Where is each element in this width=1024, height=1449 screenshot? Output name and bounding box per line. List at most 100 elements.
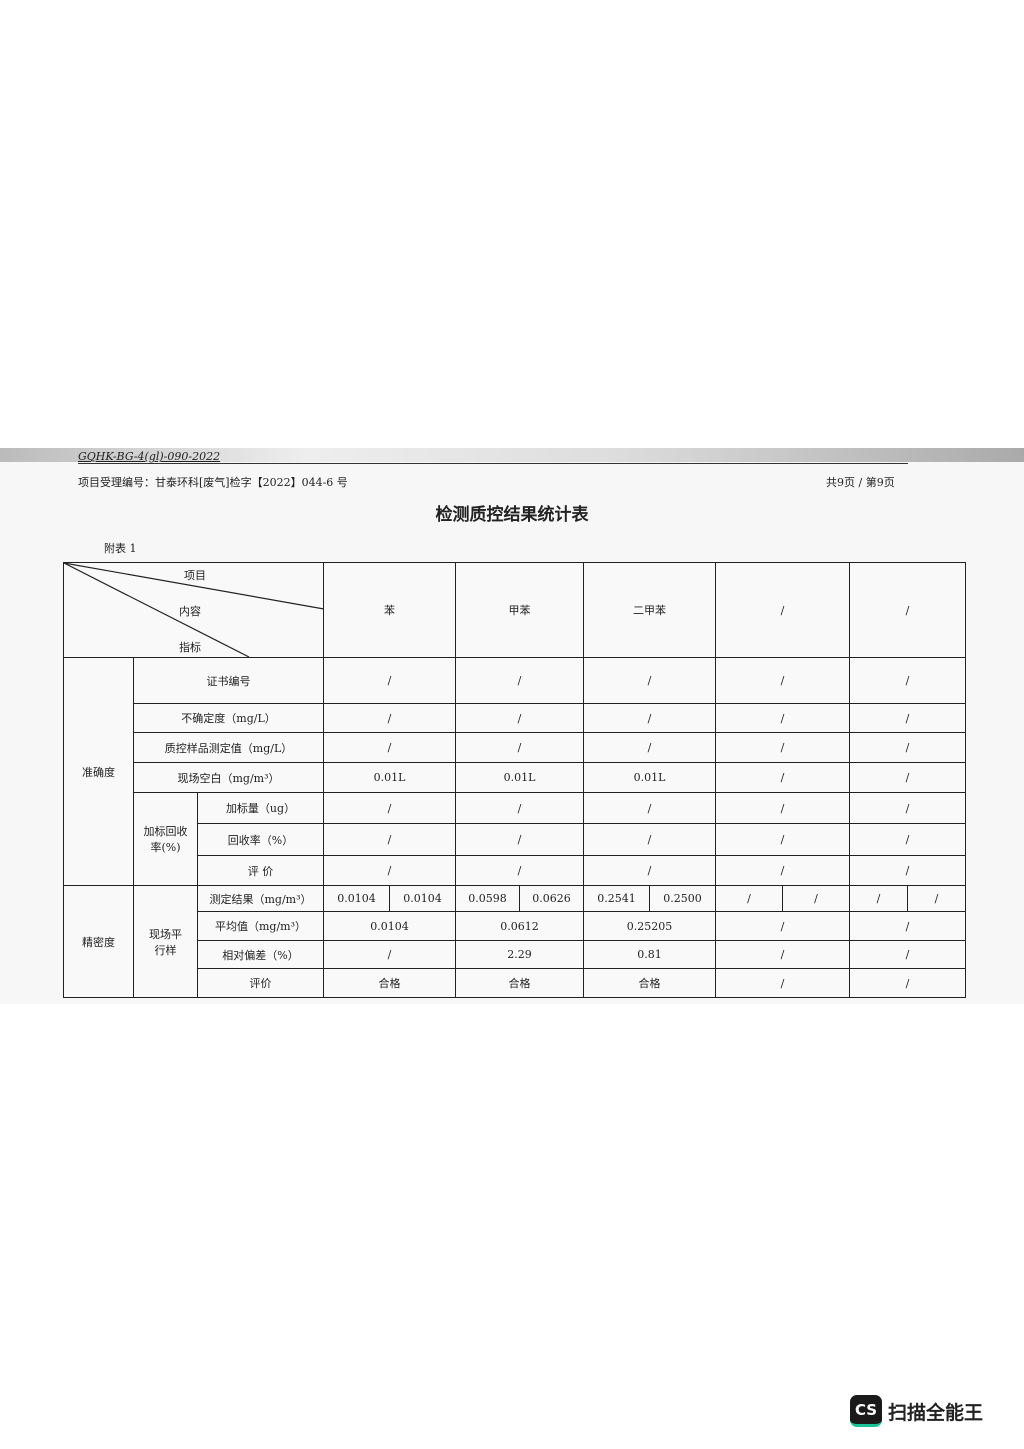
cell: 0.2500 bbox=[649, 885, 717, 912]
group-spike: 加标回收率(%) bbox=[133, 792, 198, 886]
qc-table: 项目 内容 指标 苯 甲苯 二甲苯 / / 准确度 证书编号 / / / / /… bbox=[62, 562, 967, 998]
cell: / bbox=[715, 732, 851, 763]
cell: 2.29 bbox=[455, 940, 585, 969]
cell: / bbox=[715, 885, 784, 912]
header-content: 内容 bbox=[179, 605, 201, 618]
cell: 合格 bbox=[455, 968, 585, 998]
header-row: 项目 内容 指标 苯 甲苯 二甲苯 / / bbox=[62, 562, 967, 658]
page-count: 共9页 / 第9页 bbox=[826, 476, 895, 489]
row-label: 相对偏差（%） bbox=[196, 940, 325, 969]
cell: / bbox=[583, 732, 717, 763]
camscanner-logo-icon: CS bbox=[850, 1395, 882, 1427]
table-row: 精密度 现场平行样 测定结果（mg/m³） 0.0104 0.0104 0.05… bbox=[63, 885, 967, 998]
page-title: 检测质控结果统计表 bbox=[435, 505, 589, 525]
cell: 0.0104 bbox=[323, 885, 391, 912]
column-header: 甲苯 bbox=[455, 562, 585, 658]
table-row: 回收率（%） / / / / / bbox=[64, 823, 967, 856]
cell: / bbox=[849, 792, 967, 824]
row-label: 不确定度（mg/L） bbox=[132, 703, 325, 733]
cell: / bbox=[715, 911, 851, 941]
cell: / bbox=[849, 732, 967, 763]
document-code: GQHK-BG-4(gl)-090-2022 bbox=[78, 450, 221, 463]
row-label: 证书编号 bbox=[132, 657, 325, 704]
row-label: 加标量（ug） bbox=[196, 792, 325, 824]
cell: / bbox=[849, 823, 967, 856]
row-label: 平均值（mg/m³） bbox=[196, 911, 325, 941]
camscanner-name: 扫描全能王 bbox=[888, 1401, 984, 1424]
cell: / bbox=[849, 855, 967, 886]
table-row: 现场空白（mg/m³） 0.01L 0.01L 0.01L / / bbox=[64, 762, 967, 793]
group-precision: 精密度 bbox=[63, 885, 134, 998]
cell: / bbox=[849, 885, 909, 912]
column-header: 二甲苯 bbox=[583, 562, 717, 658]
cell: / bbox=[323, 940, 457, 969]
table-row: 评价 合格 合格 合格 / / bbox=[64, 968, 967, 998]
cell: / bbox=[583, 855, 717, 886]
row-label: 回收率（%） bbox=[196, 823, 325, 856]
cell: / bbox=[583, 792, 717, 824]
cell: / bbox=[455, 657, 585, 704]
cell: 合格 bbox=[583, 968, 717, 998]
cell: / bbox=[782, 885, 851, 912]
camscanner-watermark: CS 扫描全能王 bbox=[850, 1395, 983, 1427]
table-row: 加标回收率(%) 加标量（ug） / / / / / bbox=[64, 792, 967, 886]
table-row: 质控样品测定值（mg/L） / / / / / bbox=[64, 732, 967, 763]
cell: / bbox=[455, 732, 585, 763]
table-row: 平均值（mg/m³） 0.0104 0.0612 0.25205 / / bbox=[64, 911, 967, 941]
cell: / bbox=[907, 885, 967, 912]
cell: / bbox=[849, 968, 967, 998]
cell: / bbox=[715, 657, 851, 704]
cell: 0.81 bbox=[583, 940, 717, 969]
cell: / bbox=[849, 762, 967, 793]
table-row: 相对偏差（%） / 2.29 0.81 / / bbox=[64, 940, 967, 969]
header-item: 项目 bbox=[184, 569, 206, 582]
row-label: 测定结果（mg/m³） bbox=[196, 885, 325, 912]
row-label: 评 价 bbox=[196, 855, 325, 886]
cell: / bbox=[323, 823, 457, 856]
column-header: / bbox=[849, 562, 967, 658]
cell: / bbox=[849, 703, 967, 733]
group-parallel: 现场平行样 bbox=[133, 885, 198, 998]
cell: 0.0104 bbox=[323, 911, 457, 941]
cell: / bbox=[849, 911, 967, 941]
column-header: / bbox=[715, 562, 851, 658]
cell: / bbox=[323, 657, 457, 704]
cell: / bbox=[715, 968, 851, 998]
cell: 合格 bbox=[323, 968, 457, 998]
cell: 0.01L bbox=[323, 762, 457, 793]
cell: / bbox=[583, 823, 717, 856]
cell: / bbox=[849, 657, 967, 704]
cell: / bbox=[455, 703, 585, 733]
cell: / bbox=[715, 762, 851, 793]
cell: 0.0104 bbox=[389, 885, 457, 912]
cell: / bbox=[715, 823, 851, 856]
cell: / bbox=[323, 732, 457, 763]
row-label: 现场空白（mg/m³） bbox=[132, 762, 325, 793]
diagonal-header-cell: 项目 内容 指标 bbox=[62, 562, 325, 658]
cell: 0.01L bbox=[583, 762, 717, 793]
cell: 0.0598 bbox=[455, 885, 521, 912]
cell: 0.0626 bbox=[519, 885, 585, 912]
cell: / bbox=[455, 823, 585, 856]
cell: 0.2541 bbox=[583, 885, 651, 912]
table-row: 评 价 / / / / / bbox=[64, 855, 967, 886]
cell: / bbox=[849, 940, 967, 969]
cell: / bbox=[455, 855, 585, 886]
cell: 0.0612 bbox=[455, 911, 585, 941]
column-header: 苯 bbox=[323, 562, 457, 658]
cell: / bbox=[455, 792, 585, 824]
diagonal-lines bbox=[64, 563, 324, 657]
cell: / bbox=[583, 657, 717, 704]
table-row: 不确定度（mg/L） / / / / / bbox=[64, 703, 967, 733]
table-row: 准确度 证书编号 / / / / / bbox=[63, 657, 967, 886]
cell: / bbox=[715, 792, 851, 824]
cell: 0.25205 bbox=[583, 911, 717, 941]
project-number: 项目受理编号：甘泰环科[废气]检字【2022】044-6 号 bbox=[78, 476, 348, 489]
cell: / bbox=[715, 703, 851, 733]
cell: / bbox=[715, 940, 851, 969]
row-label: 质控样品测定值（mg/L） bbox=[132, 732, 325, 763]
cell: / bbox=[323, 792, 457, 824]
row-label: 评价 bbox=[196, 968, 325, 998]
cell: / bbox=[323, 855, 457, 886]
